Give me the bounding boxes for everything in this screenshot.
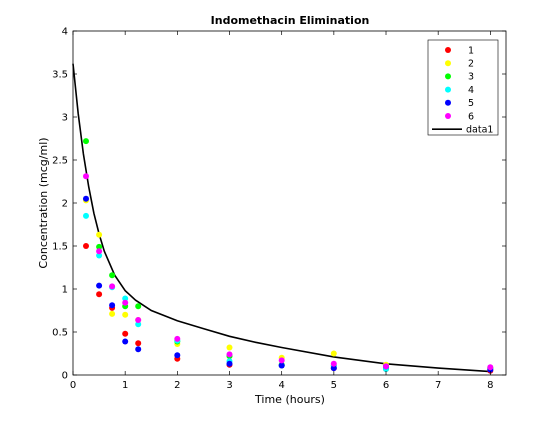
y-tick-label: 1.5 (52, 242, 68, 253)
point-series-4 (122, 295, 129, 302)
legend-label-1: 1 (468, 45, 474, 56)
x-tick-label: 4 (278, 380, 284, 391)
point-series-2 (96, 231, 103, 238)
fit-line-data1 (72, 63, 491, 373)
y-tick-label: 1 (62, 285, 68, 296)
point-series-2 (109, 310, 116, 317)
point-series-5 (83, 195, 89, 202)
y-tick-label: 0 (62, 371, 68, 382)
point-series-6 (122, 299, 129, 306)
point-series-6 (226, 351, 233, 358)
point-series-6 (383, 363, 389, 370)
x-tick-label: 8 (487, 380, 493, 391)
point-series-5 (278, 362, 285, 369)
points-layer (83, 138, 494, 374)
x-tick-label: 1 (122, 380, 128, 391)
x-axis-ticks: 0 1 2 3 4 5 6 7 8 (70, 31, 494, 391)
chart-title: Indomethacin Elimination (211, 14, 370, 27)
point-series-2 (226, 344, 233, 351)
legend-box (427, 39, 499, 136)
x-tick-label: 5 (331, 380, 337, 391)
point-series-6 (278, 357, 285, 364)
legend-marker-1 (445, 47, 451, 53)
y-tick-label: 0.5 (52, 328, 68, 339)
point-series-3 (135, 303, 142, 310)
x-tick-label: 6 (383, 380, 389, 391)
point-series-3 (83, 138, 89, 145)
point-series-4 (83, 212, 89, 219)
legend-marker-5 (445, 99, 451, 106)
x-tick-label: 3 (226, 380, 232, 391)
legend-marker-6 (445, 113, 451, 119)
legend-label-5: 5 (468, 98, 474, 109)
point-series-1 (122, 330, 129, 337)
legend-marker-3 (445, 73, 451, 80)
point-series-5 (109, 302, 116, 309)
point-series-2 (330, 350, 337, 357)
point-series-5 (122, 338, 129, 345)
legend-label-4: 4 (468, 85, 474, 96)
point-series-6 (96, 248, 103, 255)
x-tick-label: 7 (435, 380, 441, 391)
y-tick-label: 3.5 (52, 70, 68, 81)
fit-layer (72, 63, 491, 373)
point-series-6 (109, 283, 116, 290)
point-series-6 (83, 173, 89, 180)
legend-marker-2 (445, 60, 451, 67)
y-tick-label: 2.5 (52, 156, 68, 167)
point-series-4 (96, 252, 103, 259)
point-series-6 (135, 317, 142, 323)
point-series-5 (226, 360, 233, 367)
y-tick-label: 4 (62, 27, 68, 38)
x-tick-label: 0 (70, 380, 76, 391)
point-series-4 (135, 321, 142, 328)
point-series-6 (330, 360, 337, 367)
legend-label-2: 2 (468, 59, 474, 70)
point-series-6 (174, 335, 181, 342)
point-series-5 (96, 282, 103, 289)
point-series-5 (330, 365, 337, 372)
point-series-2 (122, 311, 129, 318)
y-axis-ticks: 0 0.5 1 1.5 2 2.5 3 3.5 4 (52, 27, 506, 382)
point-series-3 (109, 272, 116, 279)
y-tick-label: 3 (62, 113, 68, 124)
point-series-1 (83, 243, 89, 249)
point-series-5 (135, 346, 142, 353)
point-series-1 (135, 340, 142, 347)
legend-marker-4 (445, 86, 451, 93)
y-axis-label: Concentration (mcg/ml) (37, 137, 50, 268)
point-series-6 (487, 364, 494, 371)
legend: 1 2 3 4 5 6 data1 (427, 39, 499, 136)
point-series-3 (96, 243, 103, 250)
legend-label-6: 6 (468, 111, 474, 122)
point-series-5 (174, 352, 181, 359)
x-tick-label: 2 (174, 380, 180, 391)
y-tick-label: 2 (62, 199, 68, 210)
x-axis-label: Time (hours) (254, 393, 325, 406)
legend-label-data1: data1 (466, 125, 493, 136)
point-series-1 (96, 291, 103, 298)
legend-label-3: 3 (468, 72, 474, 83)
